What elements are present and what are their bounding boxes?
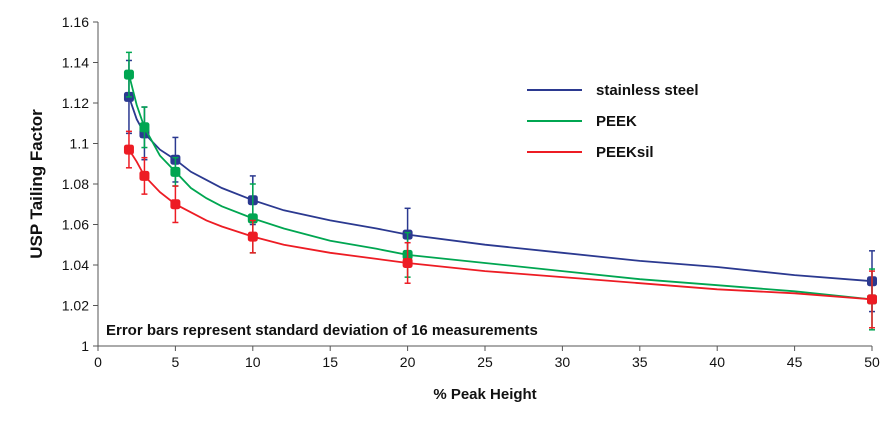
data-point-peek	[170, 166, 181, 177]
legend-label-peek: PEEK	[596, 113, 637, 130]
y-tick-label: 1.02	[62, 298, 89, 314]
y-tick-label: 1.1	[70, 136, 90, 152]
x-tick-label: 40	[709, 354, 725, 370]
series-line-stainless-steel	[128, 96, 873, 283]
y-tick-label: 1.16	[62, 14, 89, 30]
y-tick-label: 1.08	[62, 176, 89, 192]
legend: stainless steel PEEK PEEKsil	[527, 82, 699, 161]
legend-label-stainless-steel: stainless steel	[596, 82, 699, 99]
x-axis-title: % Peak Height	[433, 386, 536, 403]
data-point-peeksil	[867, 294, 877, 305]
x-tick-label: 5	[172, 354, 180, 370]
x-tick-label: 20	[400, 354, 416, 370]
y-tick-label: 1.04	[62, 257, 89, 273]
x-tick-label: 25	[477, 354, 493, 370]
series-peeksil	[123, 130, 877, 329]
x-tick-label: 50	[864, 354, 880, 370]
x-ticks: 0 5 10 15 20 25 30 35 40 45 50	[94, 346, 880, 370]
x-tick-label: 0	[94, 354, 102, 370]
y-ticks: 1 1.02 1.04 1.06 1.08 1.1 1.12 1.14 1.16	[62, 14, 98, 354]
x-tick-label: 30	[555, 354, 571, 370]
data-point-peeksil	[247, 231, 258, 242]
legend-label-peeksil: PEEKsil	[596, 144, 654, 161]
y-axis-title: USP Tailing Factor	[27, 109, 46, 259]
series-peek	[123, 51, 877, 331]
x-tick-label: 45	[787, 354, 803, 370]
data-point-peek	[123, 69, 134, 80]
x-tick-label: 35	[632, 354, 648, 370]
y-tick-label: 1.14	[62, 55, 89, 71]
series-line-peeksil	[128, 149, 873, 301]
series-stainless-steel	[123, 59, 877, 313]
data-point-peek	[139, 122, 150, 133]
series-line-peek	[128, 74, 873, 301]
y-tick-label: 1	[81, 338, 89, 354]
data-point-peeksil	[123, 144, 134, 155]
data-point-peeksil	[139, 170, 150, 181]
y-tick-label: 1.12	[62, 95, 89, 111]
x-tick-label: 10	[245, 354, 261, 370]
x-tick-label: 15	[322, 354, 338, 370]
data-point-peeksil	[170, 199, 181, 210]
y-tick-label: 1.06	[62, 217, 89, 233]
error-bar-note: Error bars represent standard deviation …	[106, 322, 538, 339]
data-point-peeksil	[402, 257, 413, 268]
series-layer	[123, 51, 877, 331]
